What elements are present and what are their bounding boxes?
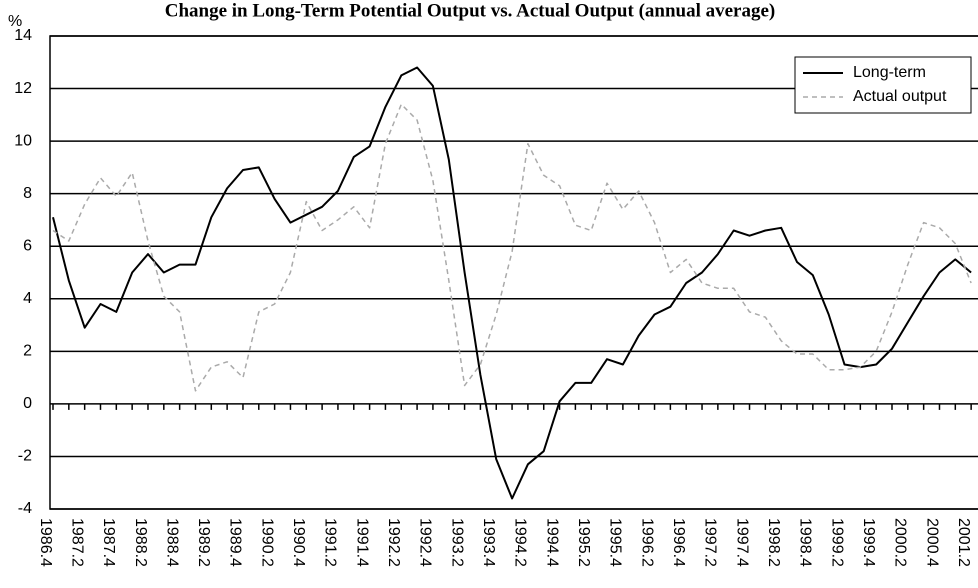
- y-tick-label: 2: [23, 343, 32, 360]
- y-tick-label: 6: [23, 237, 32, 254]
- x-tick-label: 1991.4: [353, 518, 370, 567]
- x-tick-label: 1998.4: [797, 518, 814, 567]
- x-tick-label: 1994.2: [512, 518, 529, 567]
- y-tick-label: 12: [14, 80, 32, 97]
- x-tick-label: 1992.4: [417, 518, 434, 567]
- x-tick-label: 1989.2: [195, 518, 212, 567]
- x-tick-label: 1999.2: [828, 518, 845, 567]
- x-tick-label: 1995.4: [607, 518, 624, 567]
- legend-box: [794, 56, 972, 114]
- x-tick-label: 1988.4: [163, 518, 180, 567]
- chart-title: Change in Long-Term Potential Output vs.…: [165, 0, 776, 21]
- x-tick-label: 1987.2: [68, 518, 85, 567]
- x-tick-label: 2001.2: [955, 518, 972, 567]
- x-tick-label: 1997.4: [733, 518, 750, 567]
- x-tick-label: 1996.2: [638, 518, 655, 567]
- y-tick-label: -2: [18, 448, 32, 465]
- x-tick-label: 2000.4: [923, 518, 940, 567]
- x-tick-label: 2000.2: [892, 518, 909, 567]
- x-tick-label: 1995.2: [575, 518, 592, 567]
- series-line: [52, 103, 972, 392]
- x-tick-label: 1993.4: [480, 518, 497, 567]
- x-tick-label: 1993.2: [448, 518, 465, 567]
- y-axis-label: %: [8, 13, 22, 30]
- x-tick-label: 1987.4: [100, 518, 117, 567]
- legend-label: Long-term: [853, 64, 926, 81]
- x-tick-label: 1988.2: [132, 518, 149, 567]
- grid: -4 -2 0 2 4 6 8 10 12 14 1986.4 1987.2 1987.4 1988.2 1…: [14, 27, 978, 567]
- series-line: [52, 66, 972, 500]
- x-tick-label: 1990.2: [258, 518, 275, 567]
- x-tick-label: 1986.4: [37, 518, 54, 567]
- y-tick-label: 8: [23, 185, 32, 202]
- x-tick-label: 1991.2: [322, 518, 339, 567]
- y-tick-label: 14: [14, 27, 32, 44]
- x-tick-label: 1990.4: [290, 518, 307, 567]
- x-tick-label: 1994.4: [543, 518, 560, 567]
- y-tick-label: -4: [18, 500, 32, 517]
- legend: Long-term Actual output: [794, 56, 972, 114]
- legend-label: Actual output: [853, 88, 947, 105]
- x-tick-label: 1989.4: [227, 518, 244, 567]
- plot-lines: [52, 66, 972, 500]
- y-tick-label: 4: [23, 290, 32, 307]
- y-tick-label: 10: [14, 132, 32, 149]
- x-tick-label: 1998.2: [765, 518, 782, 567]
- x-tick-label: 1999.4: [860, 518, 877, 567]
- y-tick-label: 0: [23, 395, 32, 412]
- x-tick-label: 1996.4: [670, 518, 687, 567]
- x-tick-label: 1997.2: [702, 518, 719, 567]
- x-tick-label: 1992.2: [385, 518, 402, 567]
